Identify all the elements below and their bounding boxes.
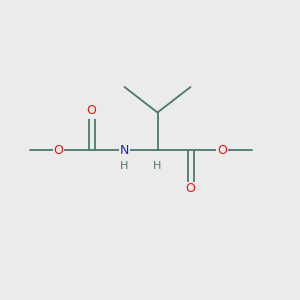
Text: N: N	[120, 143, 129, 157]
Text: O: O	[217, 143, 227, 157]
Text: O: O	[87, 104, 96, 118]
Text: O: O	[186, 182, 195, 196]
Text: O: O	[54, 143, 63, 157]
Text: H: H	[120, 161, 129, 171]
Text: H: H	[153, 161, 162, 171]
